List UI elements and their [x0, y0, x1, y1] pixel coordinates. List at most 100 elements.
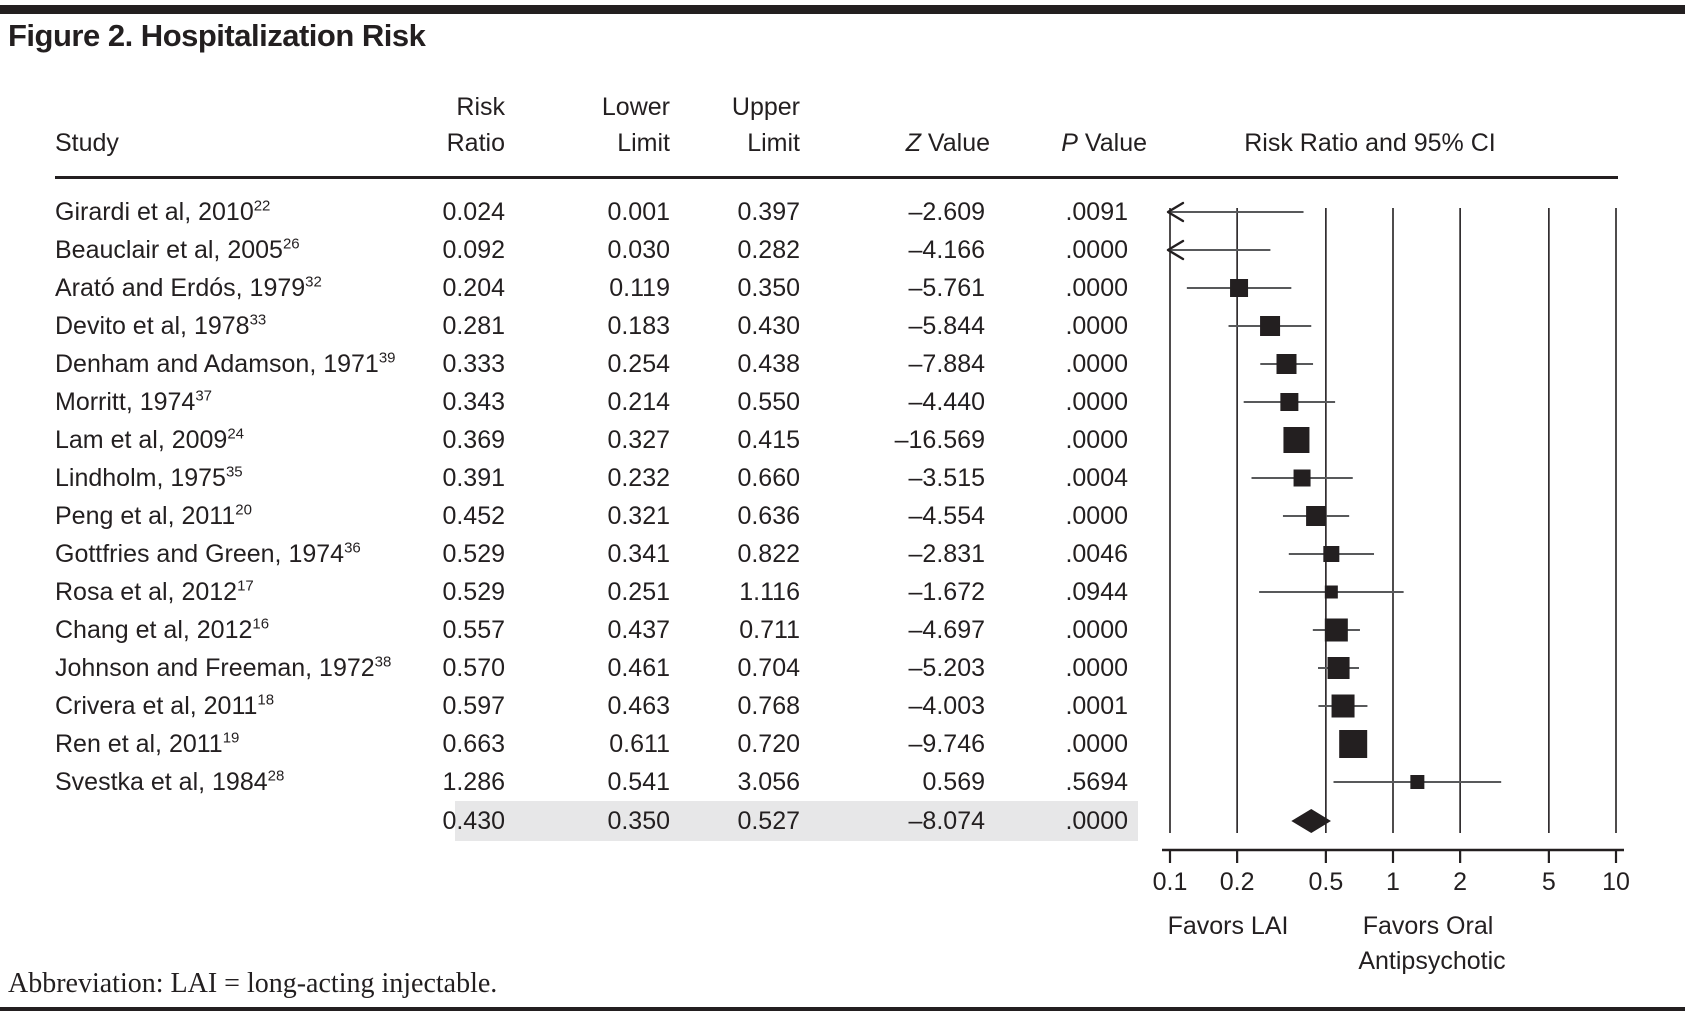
abbreviation-footnote: Abbreviation: LAI = long-acting injectab… [8, 968, 498, 999]
cell-upper: 0.550 [737, 388, 800, 416]
reference-superscript: 24 [227, 425, 245, 443]
study-label: Rosa et al, 201217 [55, 573, 485, 611]
effect-size-square [1323, 546, 1340, 562]
summary-upper-limit: 0.527 [737, 807, 800, 835]
cell-lower: 0.437 [607, 616, 670, 644]
effect-size-square [1306, 506, 1327, 526]
x-tick-label: 1 [1386, 868, 1400, 896]
reference-superscript: 19 [222, 729, 240, 747]
cell-z: –7.884 [908, 350, 985, 378]
cell-rr: 0.529 [442, 578, 505, 606]
col-header-lower-limit-line2: Limit [617, 129, 670, 157]
cell-lower: 0.232 [607, 464, 670, 492]
cell-upper: 3.056 [737, 768, 800, 796]
top-rule [0, 5, 1685, 14]
col-header-lower-limit-line1: Lower [601, 93, 670, 121]
study-name: Morritt, 1974 [55, 388, 196, 416]
cell-lower: 0.254 [607, 350, 670, 378]
cell-lower: 0.119 [609, 274, 670, 302]
cell-lower: 0.341 [607, 540, 670, 568]
effect-size-square [1410, 775, 1425, 789]
cell-z: 0.569 [922, 768, 985, 796]
summary-lower-limit: 0.350 [607, 807, 670, 835]
effect-size-square [1280, 393, 1299, 411]
cell-z: –2.609 [908, 198, 985, 226]
reference-superscript: 37 [195, 387, 213, 405]
cell-rr: 0.204 [442, 274, 505, 302]
effect-size-square [1327, 657, 1350, 679]
left-arrow-icon [1166, 201, 1185, 223]
cell-p: .0046 [1065, 540, 1128, 568]
study-label: Chang et al, 201216 [55, 611, 485, 649]
cell-p: .0091 [1065, 198, 1128, 226]
study-label: Girardi et al, 201022 [55, 193, 485, 231]
study-name: Lam et al, 2009 [55, 426, 228, 454]
cell-p: .5694 [1065, 768, 1128, 796]
cell-rr: 0.092 [442, 236, 505, 264]
cell-rr: 0.391 [442, 464, 505, 492]
cell-lower: 0.251 [607, 578, 670, 606]
cell-z: –4.554 [908, 502, 985, 530]
effect-size-square [1276, 354, 1297, 374]
cell-upper: 0.397 [737, 198, 800, 226]
study-name: Girardi et al, 2010 [55, 198, 254, 226]
cell-upper: 1.116 [739, 578, 800, 606]
cell-rr: 0.281 [442, 312, 505, 340]
effect-size-square [1293, 469, 1311, 487]
summary-diamond [1291, 809, 1331, 833]
study-label: Svestka et al, 198428 [55, 763, 485, 801]
study-label: Devito et al, 197833 [55, 307, 485, 345]
z-symbol: Z [905, 129, 921, 157]
col-header-p-value: P Value [1000, 128, 1147, 158]
col-header-ci: Risk Ratio and 95% CI [1244, 129, 1496, 157]
cell-rr: 0.529 [442, 540, 505, 568]
study-label: Denham and Adamson, 197139 [55, 345, 485, 383]
cell-z: –9.746 [908, 730, 985, 758]
cell-lower: 0.327 [607, 426, 670, 454]
cell-upper: 0.822 [737, 540, 800, 568]
study-label: Arató and Erdós, 197932 [55, 269, 485, 307]
study-label: Beauclair et al, 200526 [55, 231, 485, 269]
col-header-upper-limit-line1: Upper [731, 93, 800, 121]
cell-z: –3.515 [908, 464, 985, 492]
cell-lower: 0.541 [607, 768, 670, 796]
summary-p-value: .0000 [1065, 807, 1128, 835]
study-label: Ren et al, 201119 [55, 725, 485, 763]
cell-lower: 0.611 [609, 730, 670, 758]
reference-superscript: 33 [249, 311, 267, 329]
reference-superscript: 39 [378, 349, 396, 367]
cell-p: .0000 [1065, 388, 1128, 416]
figure-title: Figure 2. Hospitalization Risk [8, 18, 426, 53]
cell-rr: 0.343 [442, 388, 505, 416]
cell-rr: 0.663 [442, 730, 505, 758]
reference-superscript: 35 [225, 463, 243, 481]
study-name: Arató and Erdós, 1979 [55, 274, 306, 302]
bottom-rule [0, 1007, 1685, 1011]
study-name: Denham and Adamson, 1971 [55, 350, 379, 378]
p-symbol: P [1061, 129, 1078, 157]
x-tick-label: 10 [1602, 868, 1630, 896]
cell-rr: 0.369 [442, 426, 505, 454]
effect-size-square [1331, 694, 1355, 718]
study-label: Lindholm, 197535 [55, 459, 485, 497]
reference-superscript: 36 [344, 539, 361, 557]
cell-lower: 0.001 [607, 198, 670, 226]
cell-z: –5.844 [908, 312, 985, 340]
study-name: Devito et al, 1978 [55, 312, 250, 340]
cell-upper: 0.720 [737, 730, 800, 758]
study-label: Crivera et al, 201118 [55, 687, 485, 725]
cell-z: –4.003 [908, 692, 985, 720]
effect-size-square [1260, 316, 1281, 336]
cell-p: .0000 [1065, 616, 1128, 644]
effect-size-square [1324, 585, 1338, 599]
header-rule [55, 176, 1618, 179]
cell-upper: 0.704 [737, 654, 800, 682]
col-header-z-value: Z Value [810, 128, 990, 158]
study-name: Beauclair et al, 2005 [55, 236, 283, 264]
study-name: Chang et al, 2012 [55, 616, 253, 644]
reference-superscript: 38 [374, 653, 392, 671]
effect-size-square [1230, 279, 1249, 297]
cell-p: .0000 [1065, 426, 1128, 454]
reference-superscript: 16 [252, 615, 270, 633]
